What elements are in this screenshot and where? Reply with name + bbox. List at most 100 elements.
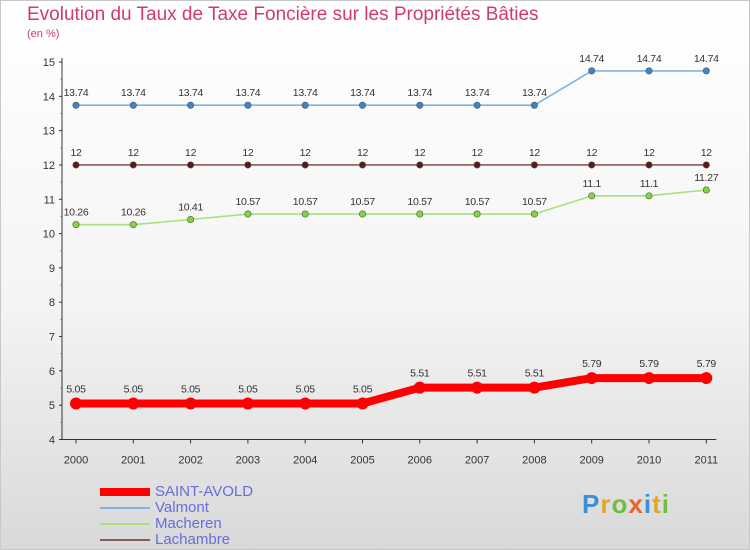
data-label: 5.05 xyxy=(66,383,86,395)
data-point xyxy=(528,381,541,394)
data-label: 5.79 xyxy=(639,358,659,370)
data-label: 5.51 xyxy=(525,368,545,380)
data-label: 12 xyxy=(185,147,197,159)
data-point xyxy=(72,221,80,229)
data-point xyxy=(530,161,538,169)
y-tick-label: 7 xyxy=(49,332,55,344)
x-tick-label: 2008 xyxy=(522,455,546,467)
data-label: 10.26 xyxy=(64,207,89,219)
data-label: 13.74 xyxy=(407,87,432,99)
chart-title: Evolution du Taux de Taxe Foncière sur l… xyxy=(27,4,539,25)
data-label: 11.1 xyxy=(640,178,659,190)
data-label: 13.74 xyxy=(522,87,547,99)
y-tick-label: 15 xyxy=(43,57,55,69)
data-label: 5.05 xyxy=(181,383,201,395)
y-tick-label: 13 xyxy=(43,126,55,138)
data-point xyxy=(588,67,596,75)
data-label: 13.74 xyxy=(178,87,203,99)
data-label: 13.74 xyxy=(236,87,261,99)
data-point xyxy=(645,192,653,200)
data-label: 10.57 xyxy=(236,196,261,208)
data-label: 13.74 xyxy=(293,87,318,99)
data-label: 5.51 xyxy=(467,368,487,380)
series-line-macheren xyxy=(76,189,707,226)
data-point xyxy=(473,101,481,109)
data-label: 5.05 xyxy=(238,383,258,395)
y-tick-label: 8 xyxy=(49,297,55,309)
data-point xyxy=(471,381,484,394)
data-point xyxy=(244,210,252,218)
data-label: 5.05 xyxy=(353,383,373,395)
x-tick-label: 2010 xyxy=(637,455,661,467)
data-point xyxy=(585,372,598,385)
data-label: 12 xyxy=(643,147,655,159)
logo-letter: o xyxy=(611,489,629,519)
data-label: 13.74 xyxy=(64,87,89,99)
data-label: 12 xyxy=(472,147,484,159)
data-point xyxy=(416,161,424,169)
data-label: 10.57 xyxy=(350,196,375,208)
data-point xyxy=(356,397,369,410)
data-point xyxy=(358,161,366,169)
data-point xyxy=(301,210,309,218)
data-label: 11.27 xyxy=(694,172,718,184)
data-point xyxy=(358,210,366,218)
x-tick-label: 2000 xyxy=(64,455,88,467)
data-point xyxy=(187,216,195,224)
x-tick-label: 2002 xyxy=(178,455,202,467)
data-point xyxy=(473,210,481,218)
data-point xyxy=(244,161,252,169)
x-tick-label: 2006 xyxy=(408,455,432,467)
y-tick-label: 11 xyxy=(44,194,55,206)
data-point xyxy=(645,67,653,75)
data-point xyxy=(301,101,309,109)
data-point xyxy=(700,372,713,385)
data-point xyxy=(301,161,309,169)
data-label: 5.51 xyxy=(410,368,430,380)
data-label: 12 xyxy=(357,147,369,159)
data-label: 12 xyxy=(701,147,713,159)
logo-letter: i xyxy=(661,489,670,519)
data-label: 10.26 xyxy=(121,207,146,219)
x-tick-label: 2004 xyxy=(293,455,317,467)
y-tick-label: 4 xyxy=(49,435,55,447)
data-point xyxy=(127,397,140,410)
data-point xyxy=(413,381,426,394)
data-point xyxy=(530,101,538,109)
data-label: 10.41 xyxy=(178,202,203,214)
data-label: 12 xyxy=(300,147,312,159)
data-point xyxy=(643,372,655,385)
y-tick-label: 10 xyxy=(43,229,55,241)
data-point xyxy=(187,161,195,169)
logo-letter: r xyxy=(600,489,612,519)
data-point xyxy=(588,192,596,200)
data-label: 12 xyxy=(529,147,541,159)
data-point xyxy=(184,397,197,410)
y-tick-label: 6 xyxy=(49,366,55,378)
proxiti-logo: Proxiti xyxy=(582,489,670,520)
data-label: 12 xyxy=(128,147,140,159)
line-chart: 4 5 6 7 8 9 10 11 12 13 14 15 2000 2001 2002 2003 2004 20… xyxy=(43,53,720,467)
data-label: 10.57 xyxy=(465,196,490,208)
data-point xyxy=(588,161,596,169)
data-point xyxy=(358,101,366,109)
x-tick-label: 2011 xyxy=(694,455,718,467)
data-label: 5.05 xyxy=(124,383,144,395)
x-tick-label: 2001 xyxy=(121,455,145,467)
data-point xyxy=(702,161,710,169)
data-point xyxy=(473,161,481,169)
data-label: 5.79 xyxy=(697,358,717,370)
data-label: 13.74 xyxy=(350,87,375,99)
data-label: 5.79 xyxy=(582,358,602,370)
y-tick-label: 9 xyxy=(49,263,55,275)
data-label: 12 xyxy=(70,147,82,159)
y-tick-label: 5 xyxy=(49,400,55,412)
data-point xyxy=(129,161,137,169)
logo-letter: x xyxy=(628,489,644,519)
legend-label: Macheren xyxy=(155,515,222,532)
legend-label: SAINT-AVOLD xyxy=(155,483,254,500)
x-tick-label: 2007 xyxy=(465,455,489,467)
data-point xyxy=(645,161,653,169)
data-point xyxy=(187,101,195,109)
data-point xyxy=(244,101,252,109)
